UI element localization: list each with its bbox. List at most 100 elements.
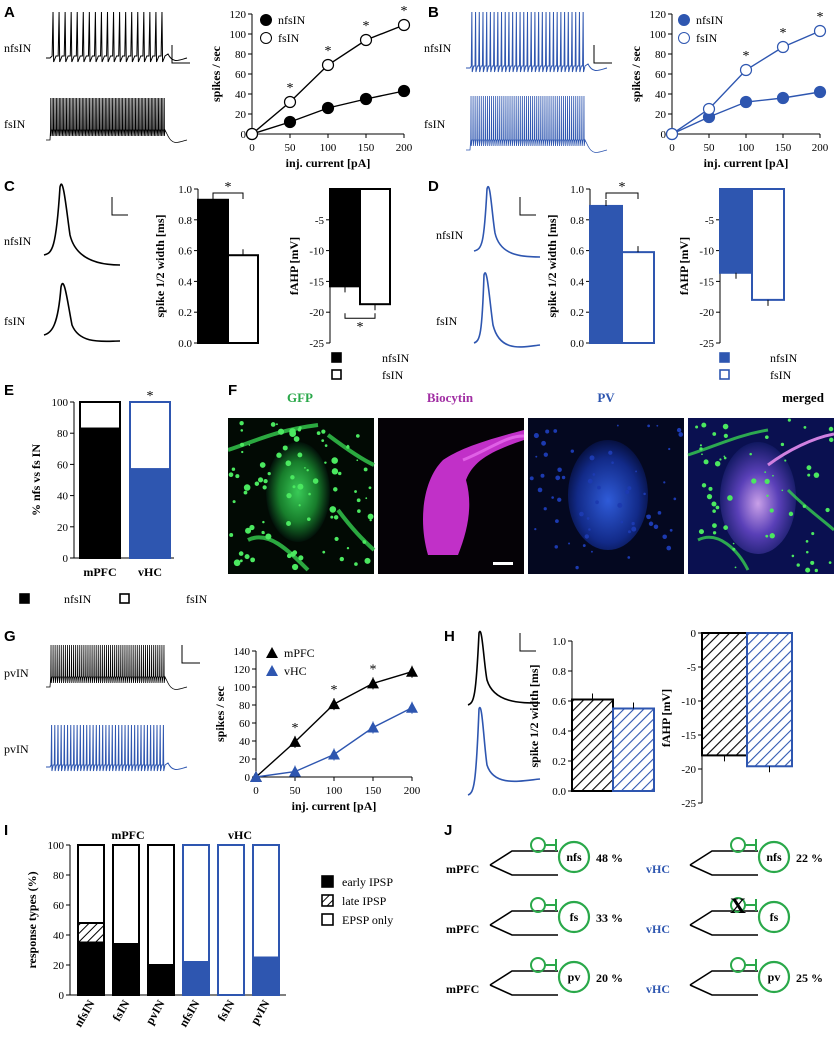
speckle	[714, 460, 721, 467]
y-tick-label: 0.0	[570, 338, 584, 350]
spike-train-path	[46, 644, 188, 690]
y-tick-label: -5	[315, 215, 325, 227]
y-tick-label: -5	[705, 215, 715, 227]
scale-bar	[519, 633, 536, 652]
speckle	[811, 532, 815, 536]
legend-marker	[260, 32, 272, 44]
legend-label: mPFC	[284, 646, 315, 660]
speckle	[308, 492, 311, 496]
target-cell-label: nfs	[566, 850, 582, 864]
y-tick-label: 0.4	[570, 276, 584, 288]
speckle	[627, 486, 632, 491]
speckle	[239, 559, 243, 563]
x-tick-label: 50	[285, 142, 297, 154]
trace-label-fsin: fsIN	[424, 117, 446, 131]
speckle	[267, 471, 271, 476]
speckle	[356, 459, 359, 462]
inhibitory-synapse	[545, 899, 557, 911]
speckle	[291, 563, 299, 571]
y-tick-label: 100	[230, 29, 247, 41]
data-point	[665, 127, 679, 141]
speckle	[553, 429, 558, 433]
spike-train-fsin	[466, 95, 608, 153]
speckle	[829, 437, 834, 443]
trace-label-nfsin: nfsIN	[4, 234, 32, 248]
bar-early-ipsp	[147, 964, 175, 996]
speckle	[557, 497, 562, 502]
y-tick-label: -20	[699, 307, 714, 319]
channel-label-biocytin: Biocytin	[427, 390, 474, 405]
action-potential-vhc	[467, 706, 541, 796]
speckle	[575, 565, 579, 570]
target-cell-label: fs	[570, 910, 579, 924]
speckle	[723, 433, 728, 438]
speckle	[331, 468, 339, 475]
speckle	[734, 566, 737, 569]
speckle	[624, 489, 630, 495]
speckle	[238, 551, 244, 556]
y-tick-label: 0.0	[178, 338, 192, 350]
panel-h: 0.0 0.2 0.4 0.6 0.8 1.0 spike 1/2 width [ms] 0…	[467, 628, 793, 810]
speckle	[582, 544, 586, 547]
trace-label-fsin: fsIN	[436, 314, 458, 328]
speckle	[715, 505, 720, 510]
data-point	[739, 63, 753, 77]
speckle	[589, 455, 595, 461]
legend-marker	[266, 647, 278, 658]
speckle	[828, 426, 834, 432]
speckle	[764, 435, 769, 440]
legend-swatch	[331, 352, 342, 363]
speckle	[807, 473, 811, 477]
speckle	[769, 508, 774, 513]
inhibitory-synapse	[545, 959, 557, 971]
speckle	[749, 452, 752, 456]
x-tick-label: 0	[249, 142, 255, 154]
y-tick-label: 0	[59, 990, 65, 1002]
category-label: fsIN	[214, 997, 237, 1023]
significance-marker: *	[743, 49, 750, 64]
speckle	[259, 462, 266, 468]
connection-percent: 48 %	[596, 851, 623, 865]
bar-late-ipsp	[77, 922, 105, 944]
speckle	[262, 520, 265, 524]
y-tick-label: 0.4	[178, 276, 192, 288]
interneuron-soma	[530, 837, 546, 853]
speckle	[277, 428, 285, 435]
axon-branch	[689, 984, 758, 996]
speckle	[586, 517, 590, 520]
legend-label: nfsIN	[696, 13, 724, 27]
speckle	[276, 452, 282, 458]
group-label-vhc: vHC	[228, 828, 252, 842]
y-tick-label: 0.4	[552, 726, 566, 738]
speckle	[810, 560, 815, 565]
y-tick-label: -10	[699, 246, 714, 258]
speckle	[229, 532, 234, 537]
y-tick-label: 140	[234, 646, 251, 658]
y-axis-label: spike 1/2 width [ms]	[527, 664, 541, 767]
speckle	[657, 511, 662, 515]
inhibitory-synapse	[745, 899, 757, 911]
action-potential-nfsin	[43, 183, 121, 266]
speckle	[620, 520, 624, 524]
speckle	[297, 452, 303, 458]
x-tick-label: 150	[358, 142, 375, 154]
panel-label-b: B	[428, 4, 439, 21]
series-line-vhc	[255, 707, 413, 778]
bar-nfsin-vhc	[129, 468, 171, 559]
speckle	[784, 459, 787, 462]
fahp-chart-d: -5 -10 -15 -20 -25 fAHP [mV] nfsIN fsIN	[677, 188, 798, 380]
speckle	[339, 556, 345, 562]
speckle	[368, 486, 372, 490]
data-point	[776, 40, 790, 54]
y-tick-label: 0.8	[570, 215, 584, 227]
bar-fsin	[751, 188, 785, 301]
data-point	[739, 95, 753, 109]
x-tick-label: 0	[669, 142, 675, 154]
scale-bar	[171, 45, 190, 64]
trace-label-pvin-mpfc: pvIN	[4, 666, 29, 680]
data-point	[359, 92, 373, 106]
speckle	[669, 528, 673, 532]
spike-train-pvin-vhc	[46, 724, 188, 772]
significance-bracket	[212, 192, 244, 199]
speckle	[306, 517, 311, 521]
